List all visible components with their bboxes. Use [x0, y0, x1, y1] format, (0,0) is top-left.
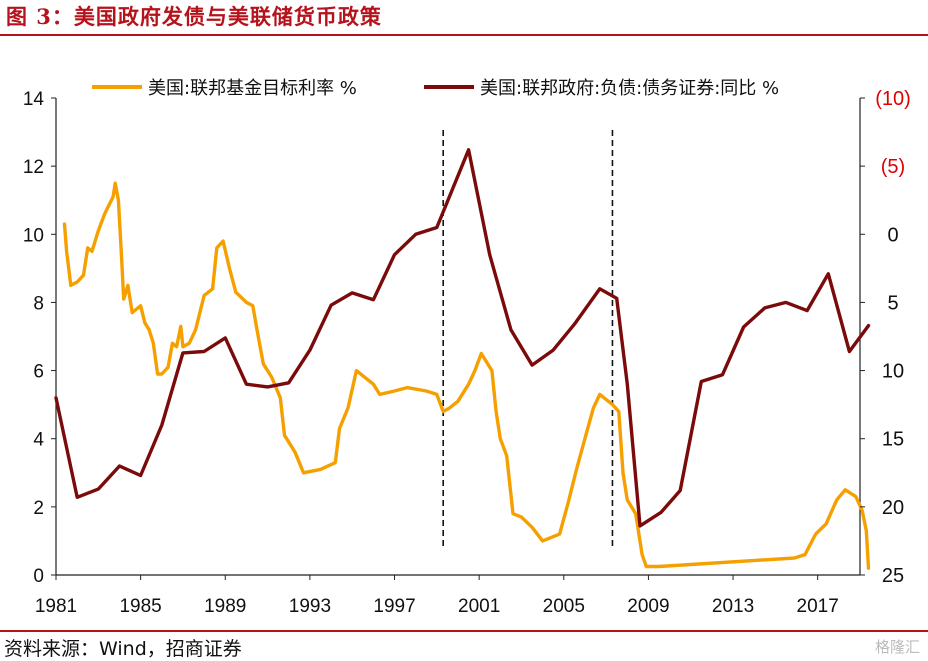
x-tick-label: 1997 [373, 596, 415, 617]
right-tick-label: 5 [887, 292, 898, 314]
source-note: 资料来源：Wind，招商证券 [4, 638, 242, 660]
legend-label-fed-rate: 美国:联邦基金目标利率 % [148, 78, 357, 99]
watermark-logo: 格隆汇 [874, 638, 920, 656]
x-tick-label: 1993 [289, 596, 331, 617]
series-line-fed-rate [62, 181, 871, 570]
x-tick-label: 2005 [543, 596, 585, 617]
right-tick-label: 10 [882, 361, 904, 383]
x-tick-label: 1989 [204, 596, 246, 617]
right-tick-label: 20 [882, 497, 904, 519]
legend-item-debt-growth[interactable]: 美国:联邦政府:负债:债务证券:同比 % [424, 78, 779, 99]
left-axis-ticks: 0 2 4 6 8 10 12 14 [23, 89, 56, 587]
left-tick-label: 14 [23, 89, 45, 110]
series-layer [54, 148, 871, 570]
legend: 美国:联邦基金目标利率 % 美国:联邦政府:负债:债务证券:同比 % [92, 78, 779, 99]
right-axis-ticks: (10) (5) 0 5 10 15 20 25 [860, 88, 911, 587]
left-tick-label: 10 [23, 225, 44, 246]
x-tick-label: 1985 [119, 596, 161, 617]
x-tick-label: 1981 [35, 596, 77, 617]
right-tick-label: 0 [887, 224, 898, 246]
right-tick-label: (5) [881, 156, 905, 178]
right-tick-label: (10) [875, 88, 911, 110]
series-line-debt-growth [54, 148, 871, 528]
legend-label-debt-growth: 美国:联邦政府:负债:债务证券:同比 % [480, 78, 779, 99]
x-tick-label: 2017 [797, 596, 839, 617]
title-divider [0, 34, 928, 36]
right-tick-label: 25 [882, 565, 904, 587]
x-tick-label: 2009 [627, 596, 669, 617]
left-tick-label: 8 [33, 293, 44, 314]
left-tick-label: 4 [33, 430, 44, 451]
left-tick-label: 6 [33, 362, 44, 383]
left-tick-label: 0 [33, 566, 44, 587]
left-tick-label: 2 [33, 498, 44, 519]
x-tick-label: 2013 [712, 596, 754, 617]
bottom-axis-ticks: 1981 1985 1989 1993 1997 2001 2005 2009 2013 2017 [35, 575, 839, 617]
legend-item-fed-rate[interactable]: 美国:联邦基金目标利率 % [92, 78, 357, 99]
chart-title: 图 3：美国政府发债与美联储货币政策 [6, 4, 382, 29]
right-tick-label: 15 [882, 429, 904, 451]
left-tick-label: 12 [23, 157, 44, 178]
x-tick-label: 2001 [458, 596, 500, 617]
footer-divider [0, 630, 928, 632]
vertical-markers [442, 130, 614, 548]
